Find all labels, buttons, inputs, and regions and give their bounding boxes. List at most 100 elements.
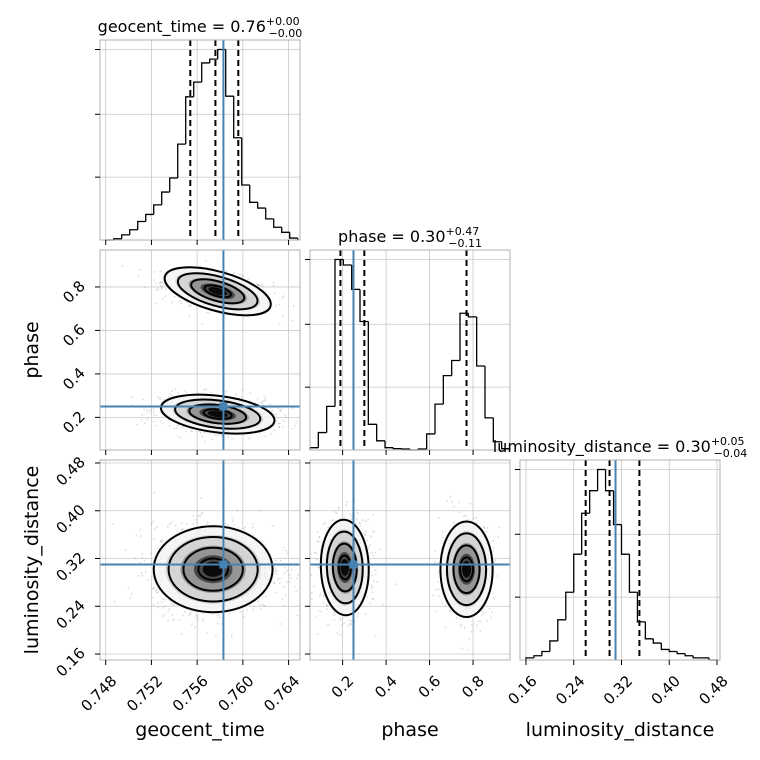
hist-bin: [351, 265, 360, 291]
sample-point: [275, 559, 277, 562]
sample-point: [438, 595, 441, 597]
sample-point: [206, 521, 209, 524]
sample-point: [359, 525, 362, 527]
contour-2: [190, 278, 246, 305]
sample-point: [164, 288, 167, 291]
sample-point: [220, 434, 223, 437]
sample-point: [481, 613, 484, 616]
sample-point: [349, 623, 351, 626]
sample-point: [295, 590, 298, 593]
sample-point: [224, 522, 227, 525]
sample-point: [153, 538, 155, 541]
sample-point: [316, 558, 318, 561]
sample-point: [236, 510, 239, 512]
sample-point: [140, 535, 143, 537]
sample-point: [155, 414, 158, 417]
x-tick-label: 0.48: [695, 672, 731, 708]
x-tick-label: 0.4: [371, 672, 401, 702]
sample-point: [339, 619, 342, 621]
sample-point: [246, 609, 248, 611]
sample-point: [201, 323, 203, 325]
sample-point: [278, 422, 281, 425]
sample-point: [371, 597, 373, 600]
hist-bin: [451, 359, 460, 376]
sample-point: [201, 511, 204, 514]
hist-bin: [185, 96, 194, 145]
sample-point: [475, 624, 478, 627]
sample-point: [369, 544, 371, 546]
sample-point: [162, 597, 165, 600]
truth-marker: [219, 560, 228, 569]
sample-point: [252, 608, 255, 611]
sample-point: [253, 605, 256, 608]
sample-point: [153, 586, 156, 589]
sample-point: [121, 265, 124, 267]
sample-point: [201, 435, 204, 438]
sample-point: [260, 401, 263, 404]
hist-bin: [484, 366, 494, 419]
sample-point: [169, 393, 171, 395]
sample-point: [356, 509, 359, 511]
sample-point: [206, 311, 209, 314]
sample-point: [244, 526, 247, 529]
sample-point: [171, 613, 174, 616]
sample-point: [251, 523, 254, 525]
sample-point: [272, 281, 275, 284]
sample-point: [356, 512, 359, 515]
contour-0: [319, 518, 370, 617]
sample-point: [159, 397, 162, 399]
sample-point: [369, 535, 372, 538]
sample-point: [219, 616, 222, 619]
sample-point: [264, 397, 267, 400]
sample-point: [200, 512, 203, 515]
sample-point: [257, 284, 260, 287]
contour-1: [174, 398, 262, 430]
hist-panel-phase: phase = 0.30+0.47 −0.11: [305, 225, 511, 455]
hist-bin: [326, 405, 335, 433]
sample-point: [262, 400, 265, 402]
sample-point: [216, 434, 219, 437]
sample-point: [167, 619, 170, 622]
hist-bin: [676, 651, 686, 655]
sample-point: [259, 509, 262, 512]
sample-point: [218, 433, 221, 436]
density-level-4: [340, 559, 349, 576]
sample-point: [159, 284, 162, 287]
hist-bin: [359, 289, 369, 323]
sample-point: [231, 437, 234, 440]
sample-point: [197, 619, 199, 622]
sample-point: [336, 632, 339, 634]
sample-point: [458, 511, 461, 514]
sample-point: [371, 574, 373, 577]
sample-point: [156, 289, 158, 292]
sample-point: [241, 388, 244, 391]
sample-point: [263, 605, 266, 607]
sample-point: [485, 531, 488, 533]
sample-point: [279, 623, 282, 625]
hist-bin: [233, 96, 242, 139]
sample-point: [351, 518, 353, 521]
panel-title-main: geocent_time = 0.76: [98, 17, 266, 37]
sample-point: [259, 608, 262, 610]
sample-point: [159, 540, 162, 542]
sample-point: [197, 515, 200, 517]
hist-bin: [541, 650, 550, 656]
sample-point: [366, 596, 369, 598]
sample-point: [313, 585, 316, 588]
sample-point: [466, 649, 469, 651]
sample-point: [448, 609, 451, 612]
sample-point: [347, 624, 350, 627]
sample-point: [257, 284, 259, 286]
x-tick-label: 0.32: [600, 672, 636, 708]
panel-title-plus: +0.00: [266, 15, 300, 28]
sample-point: [170, 521, 173, 524]
density-mode: [161, 266, 274, 317]
sample-point: [167, 396, 170, 398]
sample-point: [180, 522, 183, 525]
sample-point: [324, 522, 327, 524]
sample-point: [231, 633, 233, 636]
sample-point: [364, 533, 367, 535]
sample-point: [130, 592, 133, 595]
sample-point: [275, 573, 278, 575]
sample-point: [195, 614, 198, 617]
